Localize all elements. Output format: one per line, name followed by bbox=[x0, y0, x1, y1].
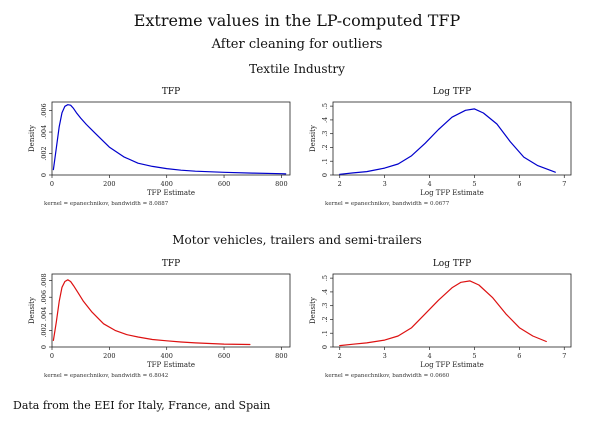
x-tick-label: 2 bbox=[338, 352, 342, 360]
y-axis-label: Density bbox=[28, 125, 36, 152]
panel-motor-logtfp: Log TFP 2 3 4 5 6 7 0 .1 .2 .3 .4 .5 Log TFP Estimate… bbox=[309, 259, 572, 379]
x-tick-label: 5 bbox=[472, 180, 476, 188]
y-tick-label: .006 bbox=[40, 290, 48, 304]
x-tick-label: 400 bbox=[160, 180, 172, 188]
panel-title: Log TFP bbox=[433, 259, 471, 269]
x-axis-label: TFP Estimate bbox=[147, 361, 195, 369]
y-tick-label: .3 bbox=[321, 131, 329, 137]
y-tick-label: .5 bbox=[321, 275, 329, 281]
y-tick-label: 0 bbox=[321, 345, 329, 349]
y-tick-label: .4 bbox=[321, 289, 329, 295]
x-tick-label: 2 bbox=[338, 180, 342, 188]
plot-frame bbox=[51, 101, 291, 176]
x-tick-label: 800 bbox=[275, 352, 287, 360]
y-axis-label: Density bbox=[309, 297, 317, 324]
kernel-note: kernel = epanechnikov, bandwidth = 0.066… bbox=[325, 373, 450, 379]
x-tick-label: 200 bbox=[103, 180, 115, 188]
y-tick-label: 0 bbox=[321, 173, 329, 177]
y-tick-label: .3 bbox=[321, 303, 329, 309]
figure-title: Extreme values in the LP-computed TFP bbox=[134, 11, 461, 30]
y-tick-label: .5 bbox=[321, 103, 329, 109]
y-axis-label: Density bbox=[28, 297, 36, 324]
x-tick-label: 400 bbox=[160, 352, 172, 360]
kernel-note: kernel = epanechnikov, bandwidth = 8.088… bbox=[44, 201, 169, 207]
panel-textile-logtfp: Log TFP 2 3 4 5 6 7 0 .1 .2 .3 .4 .5 Log TFP Estimate… bbox=[309, 87, 572, 207]
panel-textile-tfp: TFP 0 200 400 600 800 0 .002 .004 .006 TFP Estimat… bbox=[28, 87, 291, 207]
x-tick-label: 600 bbox=[218, 352, 230, 360]
panel-motor-tfp: TFP 0 200 400 600 800 0 .002 .004 .006 .008 TFP Est… bbox=[28, 259, 291, 379]
plot-frame bbox=[332, 273, 572, 348]
panel-title: Log TFP bbox=[433, 87, 471, 97]
y-tick-label: .4 bbox=[321, 117, 329, 123]
x-tick-label: 200 bbox=[103, 352, 115, 360]
x-tick-label: 600 bbox=[218, 180, 230, 188]
x-tick-label: 0 bbox=[50, 352, 54, 360]
x-tick-label: 6 bbox=[517, 180, 521, 188]
density-curve bbox=[52, 104, 287, 175]
x-axis-label: Log TFP Estimate bbox=[420, 189, 484, 197]
y-tick-label: .008 bbox=[40, 273, 48, 287]
y-tick-label: .1 bbox=[321, 158, 329, 164]
x-tick-label: 0 bbox=[50, 180, 54, 188]
kernel-note: kernel = epanechnikov, bandwidth = 0.067… bbox=[325, 201, 450, 207]
y-axis-label: Density bbox=[309, 125, 317, 152]
section-label-motor: Motor vehicles, trailers and semi-traile… bbox=[172, 233, 422, 247]
y-tick-label: .1 bbox=[321, 330, 329, 336]
x-tick-label: 800 bbox=[275, 180, 287, 188]
section-label-textile: Textile Industry bbox=[249, 62, 345, 76]
kernel-note: kernel = epanechnikov, bandwidth = 6.804… bbox=[44, 373, 168, 379]
y-tick-label: 0 bbox=[40, 173, 48, 177]
plot-frame bbox=[332, 101, 572, 176]
y-tick-label: 0 bbox=[40, 345, 48, 349]
figure-footer: Data from the EEI for Italy, France, and… bbox=[13, 399, 271, 412]
y-tick-label: .002 bbox=[40, 146, 48, 160]
figure-subtitle: After cleaning for outliers bbox=[211, 37, 383, 52]
y-tick-label: .004 bbox=[40, 307, 48, 321]
x-axis-label: TFP Estimate bbox=[147, 189, 195, 197]
y-tick-label: .002 bbox=[40, 323, 48, 337]
y-tick-label: .004 bbox=[40, 125, 48, 139]
x-tick-label: 5 bbox=[472, 352, 476, 360]
panel-title: TFP bbox=[162, 87, 180, 97]
y-tick-label: .006 bbox=[40, 103, 48, 117]
x-tick-label: 3 bbox=[383, 352, 387, 360]
y-tick-label: .2 bbox=[321, 144, 329, 150]
x-tick-label: 4 bbox=[427, 352, 431, 360]
x-axis-label: Log TFP Estimate bbox=[420, 361, 484, 369]
density-curve bbox=[339, 108, 556, 175]
x-tick-label: 7 bbox=[562, 352, 566, 360]
density-curve bbox=[52, 279, 251, 346]
x-tick-label: 6 bbox=[517, 352, 521, 360]
x-tick-label: 7 bbox=[562, 180, 566, 188]
x-tick-label: 3 bbox=[383, 180, 387, 188]
panel-title: TFP bbox=[162, 259, 180, 269]
x-tick-label: 4 bbox=[427, 180, 431, 188]
plot-frame bbox=[51, 273, 291, 348]
density-curve bbox=[339, 280, 547, 347]
y-tick-label: .2 bbox=[321, 316, 329, 322]
